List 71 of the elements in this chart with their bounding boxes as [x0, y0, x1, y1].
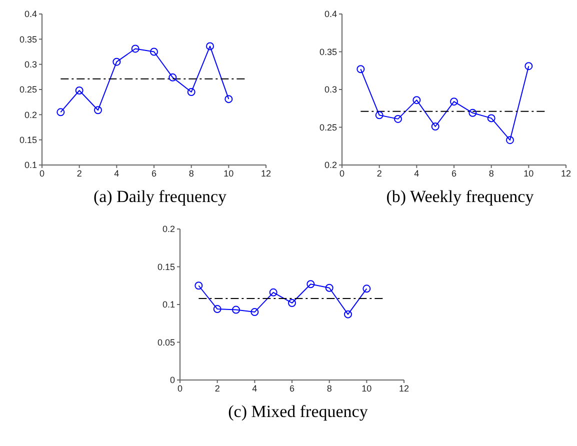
- point: [168, 73, 177, 82]
- y-tick-label: 0.1: [162, 300, 175, 310]
- text: (a) Daily frequency: [92, 187, 228, 207]
- point: [450, 98, 458, 106]
- x-tick-label: 0: [177, 383, 183, 394]
- point: [487, 114, 496, 122]
- x-tick-label: 8: [188, 168, 194, 178]
- point: [524, 62, 533, 70]
- point: [194, 282, 203, 290]
- point: [412, 96, 421, 104]
- point: [56, 108, 65, 116]
- y-tick-label: 0.4: [324, 9, 337, 20]
- y-tick-label: 0.05: [157, 337, 175, 348]
- x-tick-label: 4: [252, 383, 258, 394]
- point: [150, 48, 158, 56]
- x-tick-label: 6: [289, 383, 295, 394]
- x-tick-label: 10: [362, 383, 372, 394]
- y-tick-label: 0.2: [162, 224, 175, 234]
- x-tick-label: 0: [39, 168, 45, 178]
- y-tick-label: 0.35: [19, 34, 37, 44]
- point: [224, 95, 233, 104]
- point: [431, 122, 440, 130]
- y-tick-label: 0.35: [319, 46, 337, 57]
- y-tick-label: 0.4: [24, 9, 37, 20]
- point: [232, 306, 240, 314]
- x-tick-label: 12: [260, 168, 272, 178]
- y-tick-label: 0.3: [324, 84, 337, 95]
- y-tick-label: 0.15: [157, 262, 175, 272]
- point: [506, 136, 514, 144]
- x-tick-label: 8: [326, 383, 332, 394]
- point: [288, 298, 296, 307]
- y-tick-label: 0.2: [24, 110, 37, 120]
- x-tick-label: 6: [451, 168, 457, 178]
- point: [206, 42, 214, 50]
- point: [306, 280, 315, 288]
- point: [94, 106, 102, 114]
- y-tick-label: 0.2: [324, 160, 337, 170]
- y-tick-label: 0.1: [24, 160, 37, 170]
- point: [468, 108, 477, 117]
- y-tick-label: 0.25: [19, 84, 37, 95]
- point: [269, 288, 278, 296]
- x-tick-label: 4: [414, 168, 420, 178]
- point: [75, 86, 84, 95]
- point: [131, 44, 140, 53]
- y-tick-label: 0: [170, 375, 175, 386]
- x-tick-label: 12: [560, 168, 572, 178]
- x-tick-label: 0: [339, 168, 345, 178]
- y-tick-label: 0.15: [19, 135, 37, 146]
- point: [325, 284, 334, 292]
- x-tick-label: 2: [76, 168, 82, 178]
- point: [362, 284, 371, 293]
- point: [344, 310, 352, 318]
- y-tick-label: 0.3: [24, 60, 37, 70]
- x-tick-label: 2: [214, 383, 220, 394]
- x-tick-label: 2: [376, 168, 382, 178]
- x-tick-label: 4: [114, 168, 120, 178]
- point: [112, 58, 121, 66]
- x-tick-label: 12: [398, 383, 410, 394]
- point: [375, 111, 384, 120]
- x-tick-label: 10: [224, 168, 234, 178]
- point: [394, 114, 402, 123]
- point: [250, 308, 259, 316]
- y-tick-label: 0.25: [319, 122, 337, 132]
- x-tick-label: 10: [524, 168, 534, 178]
- text: (c) Mixed frequency: [227, 402, 369, 422]
- point: [356, 65, 365, 74]
- x-tick-label: 6: [151, 168, 157, 178]
- text: (b) Weekly frequency: [385, 187, 535, 207]
- point: [187, 88, 196, 96]
- x-tick-label: 8: [488, 168, 494, 178]
- point: [213, 305, 222, 314]
